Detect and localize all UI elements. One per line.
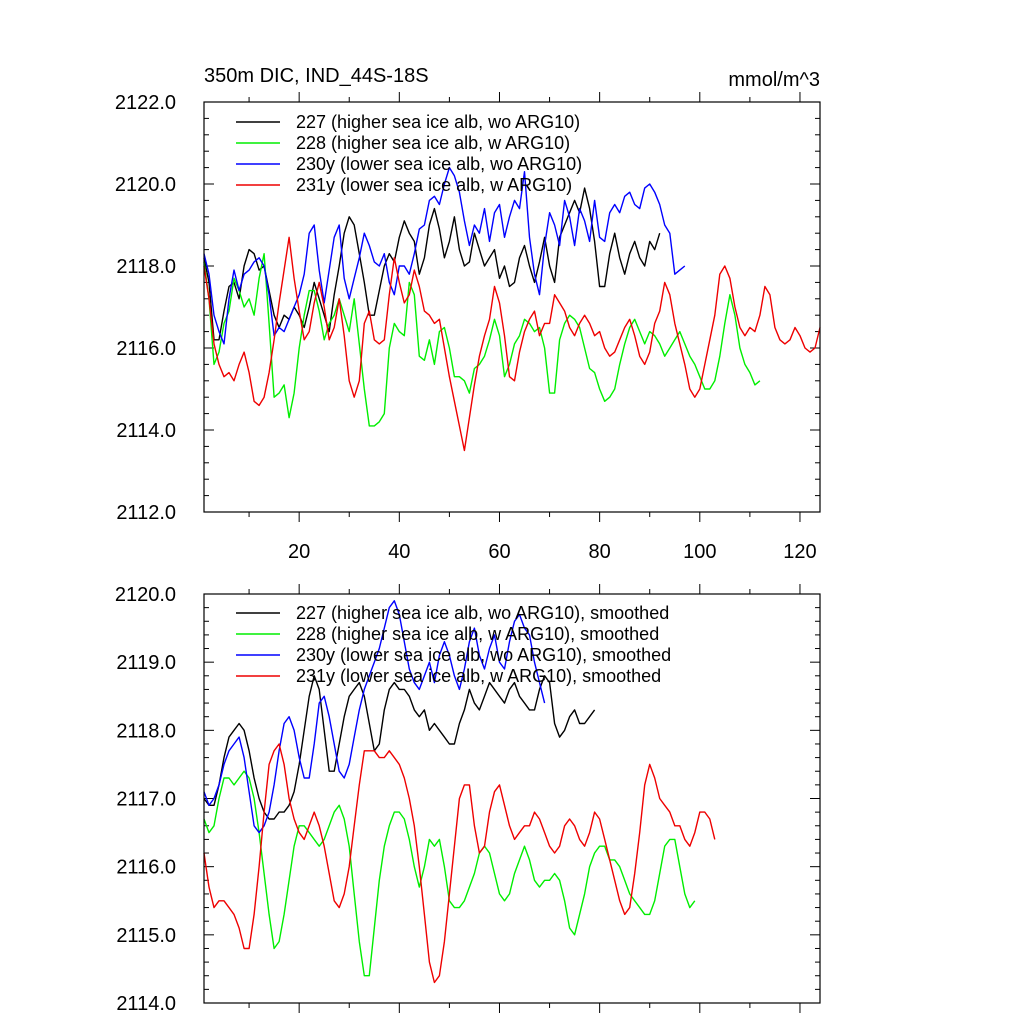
series-line-1 [203,675,596,820]
series-line-2 [203,770,696,977]
legend-label: 230y (lower sea ice alb, wo ARG10) [296,154,582,174]
panel-bottom: 2114.0 2115.0 2116.0 2117.0 2118.0 2119.0 2120… [115,584,821,1015]
legend-label: 227 (higher sea ice alb, wo ARG10) [296,112,580,132]
x-tick-label: 80 [589,541,611,563]
y-tick-label: 2118.0 [116,256,176,278]
y-tick-label: 2116.0 [116,857,176,879]
legend-label: 231y (lower sea ice alb, w ARG10) [296,175,572,195]
legend-label: 227 (higher sea ice alb, wo ARG10), smoo… [296,603,669,623]
y-tick-label: 2114.0 [116,993,176,1015]
plot-frame [203,101,821,513]
y-tick-label: 2119.0 [116,652,176,674]
y-tick-label: 2122.0 [115,92,176,114]
y-tick-label: 2115.0 [116,925,176,947]
y-tick-labels: 2114.0 2115.0 2116.0 2117.0 2118.0 2119.0 2120… [115,584,176,1015]
y-tick-label: 2117.0 [116,789,176,811]
x-tick-label: 60 [488,541,510,563]
series-lines [203,600,716,984]
y-tick-label: 2114.0 [116,420,176,442]
legend: 227 (higher sea ice alb, wo ARG10)228 (h… [236,112,582,195]
series-line-3 [203,166,686,345]
series-line-2 [203,252,761,427]
legend-label: 228 (higher sea ice alb, w ARG10), smoot… [296,624,659,644]
y-tick-labels: 2112.0 2114.0 2116.0 2118.0 2120.0 2122.0 [115,92,176,524]
x-tick-label: 40 [388,541,410,563]
y-tick-label: 2118.0 [116,720,176,742]
x-tick-label: 120 [783,541,816,563]
chart-title: 350m DIC, IND_44S-18S [204,65,429,87]
series-line-3 [203,600,546,834]
legend-label: 230y (lower sea ice alb, wo ARG10), smoo… [296,645,671,665]
series-line-4 [203,743,716,984]
units-label: mmol/m^3 [728,69,820,91]
y-tick-label: 2120.0 [115,174,176,196]
y-tick-label: 2120.0 [115,584,176,606]
plot-frame [203,593,821,1004]
x-tick-label: 20 [288,541,310,563]
x-tick-labels: 20 40 60 80 100 120 [288,541,817,563]
series-line-1 [203,187,661,341]
x-tick-label: 100 [683,541,716,563]
legend: 227 (higher sea ice alb, wo ARG10), smoo… [236,603,671,686]
legend-label: 231y (lower sea ice alb, w ARG10), smoot… [296,666,661,686]
series-lines [203,166,821,452]
panel-top: 350m DIC, IND_44S-18S mmol/m^3 2112.0211… [115,65,821,563]
series-line-4 [203,236,821,452]
y-tick-label: 2116.0 [116,338,176,360]
legend-label: 228 (higher sea ice alb, w ARG10) [296,133,570,153]
y-tick-label: 2112.0 [116,502,176,524]
